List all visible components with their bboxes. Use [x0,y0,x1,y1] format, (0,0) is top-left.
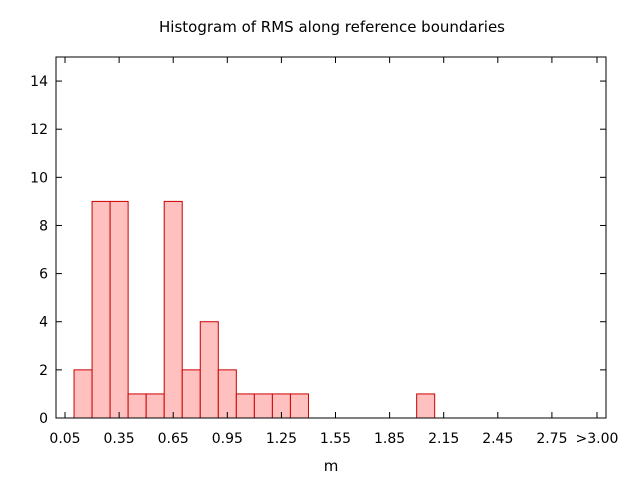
histogram-bar [109,200,129,419]
x-tick-label: 2.45 [482,431,513,447]
x-tick-label: 2.15 [428,431,459,447]
y-tick-label: 2 [39,363,48,379]
histogram-bar [289,393,309,419]
x-tick-label: 0.05 [49,431,80,447]
x-tick-label: 1.55 [320,431,351,447]
histogram-bar [199,321,219,419]
y-tick-label: 0 [39,411,48,427]
bars-layer [73,200,436,419]
histogram-bar [253,393,273,419]
histogram-bar [145,393,165,419]
y-tick-label: 6 [39,267,48,283]
x-tick-label: 0.65 [158,431,189,447]
histogram-bar [163,200,183,419]
y-tick-label: 8 [39,218,48,234]
x-axis-label: m [324,457,339,475]
histogram-bar [91,200,111,419]
y-tick-label: 4 [39,315,48,331]
histogram-bar [217,369,237,419]
histogram-bar [127,393,147,419]
x-tick-label: 0.35 [104,431,135,447]
y-tick-label: 12 [30,122,48,138]
x-tick-label: >3.00 [576,431,619,447]
x-tick-label: 0.95 [212,431,243,447]
x-tick-label: 2.75 [536,431,567,447]
plot-frame [55,56,607,419]
histogram-bar [416,393,436,419]
y-tick-label: 14 [30,74,48,90]
histogram-bar [181,369,201,419]
x-tick-label: 1.25 [266,431,297,447]
x-tick-label: 1.85 [374,431,405,447]
histogram-bar [73,369,93,419]
ticks-layer: 0 2 4 6 8 10 12 14 0.05 0.35 0.65 0.95 1.25 1.55 1.85 2… [30,57,618,447]
histogram-bar [235,393,255,419]
y-tick-label: 10 [30,170,48,186]
chart-title: Histogram of RMS along reference boundar… [159,18,505,36]
